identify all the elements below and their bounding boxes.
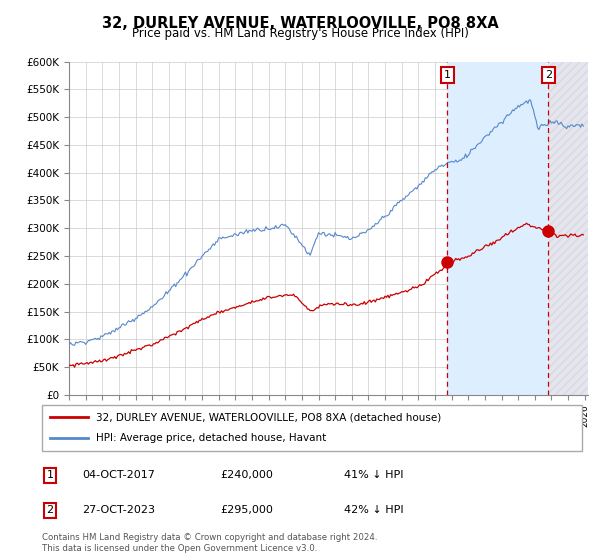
Bar xyxy=(548,62,588,395)
Text: 1: 1 xyxy=(47,470,53,480)
Text: 32, DURLEY AVENUE, WATERLOOVILLE, PO8 8XA: 32, DURLEY AVENUE, WATERLOOVILLE, PO8 8X… xyxy=(101,16,499,31)
Text: 2: 2 xyxy=(545,70,552,80)
Text: 1: 1 xyxy=(444,70,451,80)
Text: Contains HM Land Registry data © Crown copyright and database right 2024.
This d: Contains HM Land Registry data © Crown c… xyxy=(42,533,377,553)
Text: 41% ↓ HPI: 41% ↓ HPI xyxy=(344,470,404,480)
Bar xyxy=(548,62,588,395)
FancyBboxPatch shape xyxy=(42,405,582,451)
Text: Price paid vs. HM Land Registry's House Price Index (HPI): Price paid vs. HM Land Registry's House … xyxy=(131,27,469,40)
Text: HPI: Average price, detached house, Havant: HPI: Average price, detached house, Hava… xyxy=(96,433,326,444)
Text: £295,000: £295,000 xyxy=(220,505,273,515)
Text: £240,000: £240,000 xyxy=(220,470,273,480)
Text: 27-OCT-2023: 27-OCT-2023 xyxy=(83,505,155,515)
Text: 42% ↓ HPI: 42% ↓ HPI xyxy=(344,505,404,515)
Text: 2: 2 xyxy=(47,505,53,515)
Text: 04-OCT-2017: 04-OCT-2017 xyxy=(83,470,155,480)
Text: 32, DURLEY AVENUE, WATERLOOVILLE, PO8 8XA (detached house): 32, DURLEY AVENUE, WATERLOOVILLE, PO8 8X… xyxy=(96,412,441,422)
Bar xyxy=(448,62,548,395)
